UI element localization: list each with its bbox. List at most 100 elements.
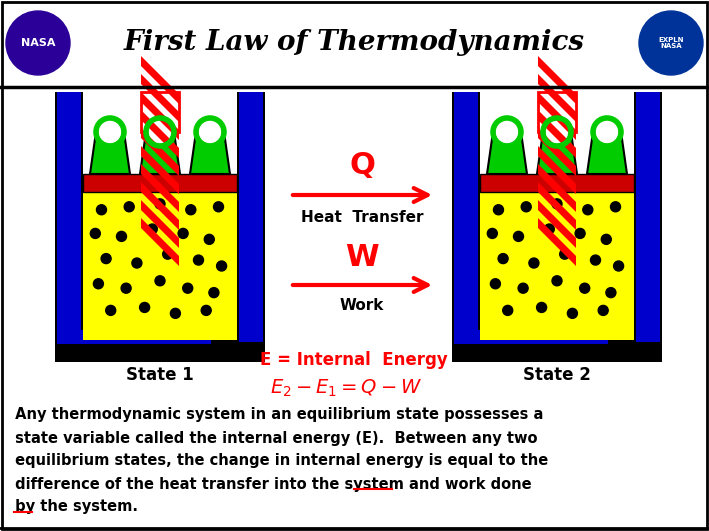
Circle shape [94, 279, 104, 289]
Circle shape [559, 249, 570, 259]
Bar [0, 87, 709, 385]
Circle shape [598, 305, 608, 315]
Circle shape [183, 283, 193, 293]
Circle shape [217, 261, 227, 271]
Polygon shape [538, 74, 576, 122]
Polygon shape [141, 146, 179, 194]
Circle shape [186, 205, 196, 215]
Bar [452, 340, 662, 362]
Circle shape [606, 288, 616, 298]
Bar [239, 92, 263, 342]
Text: equilibrium states, the change in internal energy is equal to the: equilibrium states, the change in intern… [10, 453, 548, 468]
Circle shape [546, 121, 568, 143]
Text: E = Internal  Energy: E = Internal Energy [260, 351, 448, 369]
Circle shape [639, 11, 703, 75]
Circle shape [201, 305, 211, 315]
Circle shape [99, 121, 121, 143]
Bar [237, 92, 265, 362]
Bar [141, 92, 179, 132]
Polygon shape [141, 128, 179, 176]
Polygon shape [141, 110, 179, 158]
Polygon shape [538, 164, 576, 212]
Bar [454, 92, 478, 342]
Circle shape [552, 199, 562, 209]
Polygon shape [538, 218, 576, 266]
Circle shape [521, 202, 531, 212]
Circle shape [498, 254, 508, 263]
Text: state variable called the internal energy (E).  Between any two: state variable called the internal energ… [10, 431, 537, 446]
Polygon shape [538, 146, 576, 194]
Bar [538, 92, 576, 132]
Circle shape [518, 283, 528, 293]
Bar [454, 330, 608, 344]
Bar [57, 92, 81, 342]
Circle shape [580, 283, 590, 293]
Bar [480, 192, 634, 340]
Text: State 2: State 2 [523, 366, 591, 384]
Text: Work: Work [340, 297, 384, 313]
Polygon shape [538, 200, 576, 248]
Polygon shape [538, 110, 576, 158]
Circle shape [575, 228, 585, 238]
Circle shape [162, 249, 173, 259]
Text: by the system.: by the system. [10, 500, 138, 515]
Bar [452, 92, 480, 362]
Polygon shape [141, 200, 179, 248]
Circle shape [147, 224, 157, 234]
Circle shape [178, 228, 188, 238]
Polygon shape [487, 132, 527, 174]
Circle shape [106, 305, 116, 315]
Polygon shape [141, 56, 179, 104]
Circle shape [149, 121, 171, 143]
Circle shape [513, 232, 523, 242]
Circle shape [493, 205, 503, 215]
Bar [57, 330, 211, 344]
Circle shape [591, 255, 601, 265]
Circle shape [155, 199, 165, 209]
Polygon shape [538, 182, 576, 230]
Text: EXPLN
NASA: EXPLN NASA [658, 37, 683, 49]
Circle shape [199, 121, 221, 143]
Bar [55, 92, 83, 362]
Bar [538, 92, 576, 132]
Bar [634, 92, 662, 362]
Circle shape [537, 303, 547, 312]
Bar [480, 174, 634, 192]
Bar [141, 92, 179, 132]
Text: difference of the heat transfer into the system and work done: difference of the heat transfer into the… [10, 476, 532, 492]
Bar [0, 395, 709, 531]
Text: Q: Q [349, 150, 375, 179]
Polygon shape [141, 164, 179, 212]
Polygon shape [140, 132, 180, 174]
Polygon shape [538, 56, 576, 104]
Polygon shape [141, 218, 179, 266]
Circle shape [96, 205, 106, 215]
Bar [55, 340, 265, 362]
Text: Heat  Transfer: Heat Transfer [301, 210, 423, 226]
Text: $E_2 - E_1 = Q - W$: $E_2 - E_1 = Q - W$ [270, 378, 422, 399]
Text: Any thermodynamic system in an equilibrium state possesses a: Any thermodynamic system in an equilibri… [10, 407, 543, 423]
Circle shape [194, 255, 203, 265]
Circle shape [124, 202, 134, 212]
Text: State 1: State 1 [126, 366, 194, 384]
Circle shape [610, 202, 620, 212]
Polygon shape [90, 132, 130, 174]
Polygon shape [141, 182, 179, 230]
Circle shape [545, 224, 554, 234]
Circle shape [90, 228, 100, 238]
Circle shape [132, 258, 142, 268]
Bar [636, 92, 660, 342]
Circle shape [213, 202, 223, 212]
Circle shape [496, 121, 518, 143]
Circle shape [116, 232, 126, 242]
Bar [0, 0, 709, 87]
Circle shape [491, 279, 501, 289]
Circle shape [170, 309, 180, 319]
Circle shape [552, 276, 562, 286]
Circle shape [155, 276, 165, 286]
Circle shape [140, 303, 150, 312]
Polygon shape [538, 92, 576, 140]
Bar [83, 174, 237, 192]
Text: NASA: NASA [21, 38, 55, 48]
Polygon shape [190, 132, 230, 174]
